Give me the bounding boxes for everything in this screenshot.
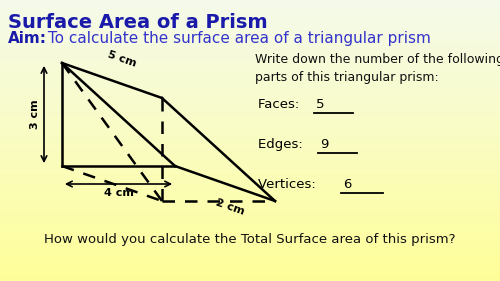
Text: Aim:: Aim: [8,31,47,46]
Text: Write down the number of the following
parts of this triangular prism:: Write down the number of the following p… [255,53,500,84]
Text: 5: 5 [316,98,324,111]
Text: Vertices:: Vertices: [258,178,320,191]
Text: How would you calculate the Total Surface area of this prism?: How would you calculate the Total Surfac… [44,233,456,246]
Text: Edges:: Edges: [258,138,307,151]
Text: 6: 6 [343,178,351,191]
Text: 4 cm: 4 cm [104,188,134,198]
Text: 3 cm: 3 cm [30,100,40,129]
Text: 9: 9 [320,138,328,151]
Text: To calculate the surface area of a triangular prism: To calculate the surface area of a trian… [43,31,431,46]
Text: Surface Area of a Prism: Surface Area of a Prism [8,13,268,32]
Text: 2 cm: 2 cm [214,198,246,217]
Text: 5 cm: 5 cm [106,49,138,69]
Text: Faces:: Faces: [258,98,304,111]
